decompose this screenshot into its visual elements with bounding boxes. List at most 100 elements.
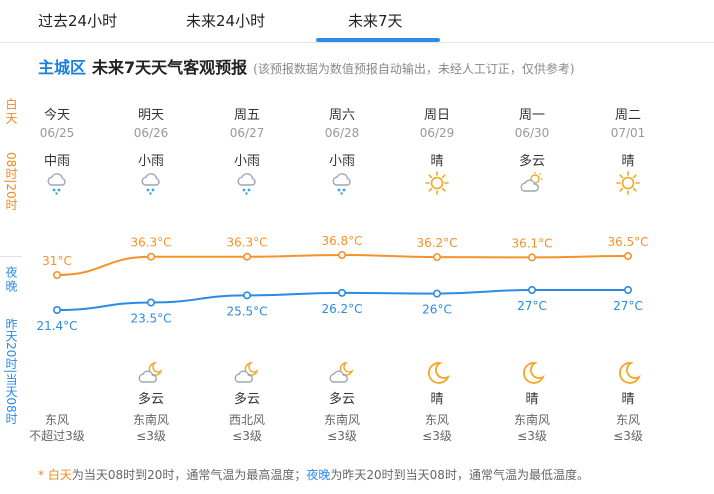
day-temp-label: 36.8°C	[321, 234, 362, 248]
night-weather: 多云	[233, 392, 260, 407]
day-temp-point	[432, 253, 441, 262]
day-time-range: 08时|20时	[0, 152, 22, 211]
day-date: 06/29	[419, 126, 455, 140]
day-temp-point	[527, 253, 536, 262]
active-tab-indicator	[316, 38, 440, 42]
night-temp-label: 23.5°C	[130, 312, 171, 326]
footnote-day-text: 为当天08时到20时，通常气温为最高温度；	[71, 468, 307, 482]
wind-direction: 东风	[44, 413, 69, 427]
tab-past-24h[interactable]: 过去24小时	[38, 12, 118, 30]
day-temp-label: 36.5°C	[607, 235, 648, 249]
footnote: * 白天为当天08时到20时，通常气温为最高温度；夜晚为昨天20时到当天08时，…	[38, 466, 589, 483]
night-temp-point	[52, 305, 61, 314]
day-weather: 小雨	[137, 154, 164, 169]
footnote-night-text: 为昨天20时到当天08时，通常气温为最低温度。	[330, 468, 589, 482]
day-weather: 小雨	[233, 154, 260, 169]
day-name: 周六	[328, 108, 355, 123]
night-label: 夜晚	[0, 266, 22, 294]
city-name: 主城区	[38, 58, 87, 77]
title-note: (该预报数据为数值预报自动输出，未经人工订正，仅供参考)	[253, 62, 575, 76]
night-weather: 多云	[328, 392, 355, 407]
footnote-day-word: 白天	[47, 468, 72, 482]
cloud-rain-icon	[234, 170, 260, 196]
night-temp-label: 27°C	[613, 299, 643, 313]
wind-direction: 东南风	[323, 413, 360, 427]
cloud-rain-icon	[329, 170, 355, 196]
day-name: 今天	[43, 108, 70, 123]
footnote-star: *	[38, 468, 48, 482]
moon-icon	[424, 360, 450, 386]
night-weather: 晴	[525, 392, 539, 407]
sun-icon	[615, 170, 641, 196]
tab-next-24h[interactable]: 未来24小时	[186, 12, 266, 30]
night-label-text: 夜晚	[4, 266, 18, 294]
side-divider	[0, 256, 22, 257]
wind-level: 不超过3级	[29, 429, 85, 443]
wind-info: 东风 ≤3级	[392, 412, 482, 444]
day-date: 06/28	[324, 126, 360, 140]
day-date: 06/25	[39, 126, 75, 140]
wind-info: 东南风 ≤3级	[297, 412, 387, 444]
footnote-night-word: 夜晚	[306, 468, 331, 482]
page-title: 主城区 未来7天天气客观预报 (该预报数据为数值预报自动输出，未经人工订正，仅供参考…	[38, 54, 575, 78]
wind-direction: 东风	[424, 413, 449, 427]
wind-level: ≤3级	[232, 429, 262, 443]
night-weather: 晴	[430, 392, 444, 407]
day-name: 周五	[233, 108, 260, 123]
wind-info: 东南风 ≤3级	[487, 412, 577, 444]
moon-cloud-icon	[138, 360, 164, 386]
night-temp-label: 25.5°C	[226, 304, 267, 318]
sun-icon	[424, 170, 450, 196]
night-weather: 多云	[137, 392, 164, 407]
wind-direction: 东南风	[132, 413, 169, 427]
night-temp-label: 27°C	[517, 299, 547, 313]
day-temp-label: 36.1°C	[511, 236, 552, 250]
wind-level: ≤3级	[327, 429, 357, 443]
day-date: 06/30	[514, 126, 550, 140]
night-temp-label: 26.2°C	[321, 302, 362, 316]
day-name: 周一	[518, 108, 545, 123]
night-temp-label: 26°C	[422, 303, 452, 317]
cloud-rain-icon	[138, 170, 164, 196]
night-temp-point	[527, 285, 536, 294]
night-temp-point	[337, 288, 346, 297]
day-weather: 小雨	[328, 154, 355, 169]
day-temp-point	[623, 252, 632, 261]
day-date: 06/27	[229, 126, 265, 140]
night-temp-point	[147, 298, 156, 307]
wind-level: ≤3级	[422, 429, 452, 443]
wind-level: ≤3级	[517, 429, 547, 443]
day-time-range-text: 08时|20时	[4, 152, 18, 211]
moon-icon	[519, 360, 545, 386]
moon-icon	[615, 360, 641, 386]
wind-info: 西北风 ≤3级	[202, 412, 292, 444]
wind-info: 东南风 ≤3级	[106, 412, 196, 444]
sun-cloud-icon	[519, 170, 545, 196]
day-date: 07/01	[610, 126, 646, 140]
wind-level: ≤3级	[613, 429, 643, 443]
night-time-range-text: 昨天20时|当天08时	[4, 318, 18, 425]
wind-info: 东风不超过3级	[12, 412, 102, 444]
day-temp-label: 36.3°C	[130, 236, 171, 250]
wind-info: 东风 ≤3级	[583, 412, 673, 444]
night-temp-point	[623, 285, 632, 294]
day-name: 周二	[614, 108, 641, 123]
night-temp-point	[243, 291, 252, 300]
day-weather: 中雨	[43, 154, 70, 169]
tab-next-7d[interactable]: 未来7天	[348, 12, 403, 30]
day-temp-label: 36.2°C	[416, 236, 457, 250]
day-temp-label: 31°C	[42, 254, 72, 268]
day-temp-point	[243, 252, 252, 261]
wind-direction: 东南风	[513, 413, 550, 427]
night-weather: 晴	[621, 392, 635, 407]
moon-cloud-icon	[234, 360, 260, 386]
day-weather: 多云	[518, 154, 545, 169]
moon-cloud-icon	[329, 360, 355, 386]
day-name: 周日	[423, 108, 450, 123]
wind-direction: 西北风	[228, 413, 265, 427]
cloud-rain-icon	[44, 170, 70, 196]
day-weather: 晴	[430, 154, 444, 169]
wind-direction: 东风	[615, 413, 640, 427]
day-temp-point	[52, 270, 61, 279]
